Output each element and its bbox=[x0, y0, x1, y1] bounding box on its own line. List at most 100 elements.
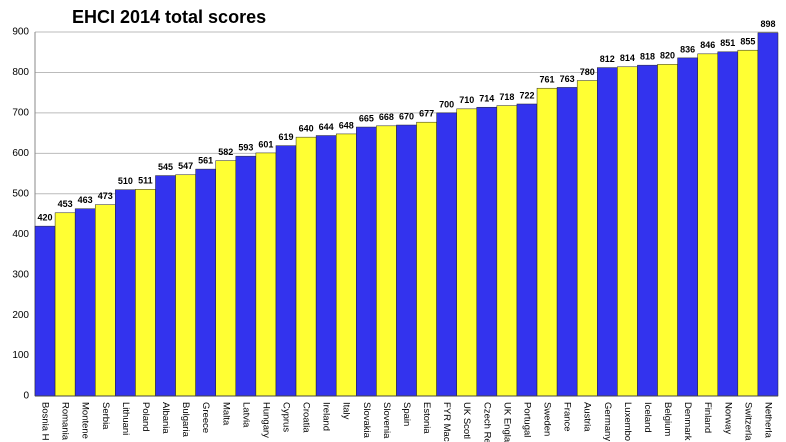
bar bbox=[215, 160, 237, 397]
value-label: 812 bbox=[600, 54, 615, 64]
x-tick-label: Austria bbox=[582, 402, 593, 432]
y-tick-label: 500 bbox=[12, 188, 29, 199]
value-label: 710 bbox=[459, 95, 474, 105]
bar bbox=[556, 87, 578, 397]
bar bbox=[135, 189, 156, 397]
value-label: 648 bbox=[339, 120, 354, 130]
value-label: 582 bbox=[218, 147, 233, 157]
value-label: 677 bbox=[419, 109, 434, 119]
x-tick-label: Portugal bbox=[521, 402, 532, 437]
y-tick-label: 400 bbox=[12, 229, 29, 240]
value-label: 820 bbox=[660, 51, 675, 61]
value-label: 714 bbox=[479, 94, 494, 104]
bar bbox=[396, 124, 417, 397]
value-label: 561 bbox=[198, 155, 213, 165]
x-tick-label: Croatia bbox=[301, 402, 312, 433]
bar bbox=[456, 108, 478, 397]
y-tick-label: 600 bbox=[12, 148, 29, 159]
x-tick-label: Romania bbox=[60, 402, 71, 441]
x-tick-label: Estonia bbox=[421, 402, 432, 434]
bar bbox=[436, 112, 457, 397]
value-label: 665 bbox=[359, 113, 374, 123]
value-label: 761 bbox=[540, 75, 555, 85]
bar bbox=[757, 32, 779, 397]
value-label: 473 bbox=[98, 191, 113, 201]
x-tick-label: Italy bbox=[341, 402, 352, 420]
y-tick-label: 100 bbox=[12, 350, 29, 361]
value-label: 814 bbox=[620, 53, 635, 63]
bar bbox=[175, 174, 196, 397]
value-label: 640 bbox=[299, 124, 314, 134]
x-tick-label: Norway bbox=[722, 402, 733, 434]
bar bbox=[195, 168, 216, 397]
y-tick-label: 0 bbox=[23, 391, 29, 402]
x-tick-label: France bbox=[562, 402, 573, 432]
value-label: 593 bbox=[238, 143, 253, 153]
value-label: 510 bbox=[118, 176, 133, 186]
bar bbox=[74, 208, 96, 397]
value-label: 453 bbox=[58, 199, 73, 209]
x-tick-label: UK Engla bbox=[501, 402, 512, 442]
bar bbox=[34, 225, 56, 397]
value-label: 898 bbox=[760, 19, 775, 29]
value-label: 851 bbox=[720, 38, 735, 48]
x-tick-label: Malta bbox=[220, 402, 231, 426]
x-tick-label: Serbia bbox=[100, 402, 111, 430]
x-tick-label: Luxembo bbox=[622, 402, 633, 441]
x-tick-label: Sweden bbox=[542, 402, 553, 436]
value-label: 619 bbox=[278, 132, 293, 142]
bar bbox=[737, 49, 759, 397]
bar bbox=[54, 212, 76, 397]
value-label: 818 bbox=[640, 52, 655, 62]
bar bbox=[255, 152, 277, 397]
x-tick-label: Slovakia bbox=[361, 402, 372, 439]
x-tick-label: Spain bbox=[401, 402, 412, 426]
y-tick-label: 200 bbox=[12, 310, 29, 321]
bar bbox=[617, 66, 638, 397]
value-label: 846 bbox=[700, 40, 715, 50]
x-tick-label: Bulgaria bbox=[180, 402, 191, 438]
x-tick-label: Slovenia bbox=[381, 402, 392, 439]
x-tick-label: UK Scotl bbox=[461, 402, 472, 439]
y-tick-label: 800 bbox=[12, 67, 29, 78]
value-label: 836 bbox=[680, 44, 695, 54]
value-label: 644 bbox=[319, 122, 334, 132]
x-tick-label: Czech Re bbox=[481, 402, 492, 442]
x-tick-label: Bosnia H bbox=[40, 402, 51, 441]
x-tick-label: Denmark bbox=[682, 402, 693, 441]
x-tick-label: Belgium bbox=[662, 402, 673, 436]
value-label: 855 bbox=[740, 37, 755, 47]
bar bbox=[576, 80, 598, 397]
value-label: 780 bbox=[580, 67, 595, 77]
bar bbox=[416, 121, 437, 397]
bar bbox=[94, 204, 116, 397]
x-tick-label: Albania bbox=[160, 402, 171, 434]
value-label: 420 bbox=[38, 213, 53, 223]
bar bbox=[536, 87, 558, 397]
bar bbox=[637, 64, 658, 397]
x-tick-label: Poland bbox=[140, 402, 151, 432]
x-tick-label: Ireland bbox=[321, 402, 332, 431]
bar bbox=[376, 125, 397, 397]
value-label: 511 bbox=[138, 176, 153, 186]
value-label: 547 bbox=[178, 161, 193, 171]
x-tick-label: Hungary bbox=[260, 402, 271, 438]
chart-title: EHCI 2014 total scores bbox=[72, 7, 266, 27]
x-tick-label: Finland bbox=[702, 402, 713, 433]
x-tick-label: Switzerla bbox=[742, 402, 753, 441]
bar bbox=[697, 53, 719, 397]
value-label: 700 bbox=[439, 99, 454, 109]
value-label: 722 bbox=[519, 90, 534, 100]
x-tick-label: Montene bbox=[80, 402, 91, 439]
bar bbox=[717, 51, 739, 397]
value-label: 601 bbox=[258, 139, 273, 149]
bar bbox=[516, 103, 538, 397]
bar bbox=[335, 133, 357, 397]
bar bbox=[275, 145, 297, 397]
x-tick-label: Lithuani bbox=[120, 402, 131, 435]
bar bbox=[476, 106, 498, 397]
bar bbox=[597, 67, 618, 397]
value-label: 763 bbox=[560, 74, 575, 84]
bar bbox=[356, 126, 377, 397]
x-tick-label: Germany bbox=[602, 402, 613, 441]
